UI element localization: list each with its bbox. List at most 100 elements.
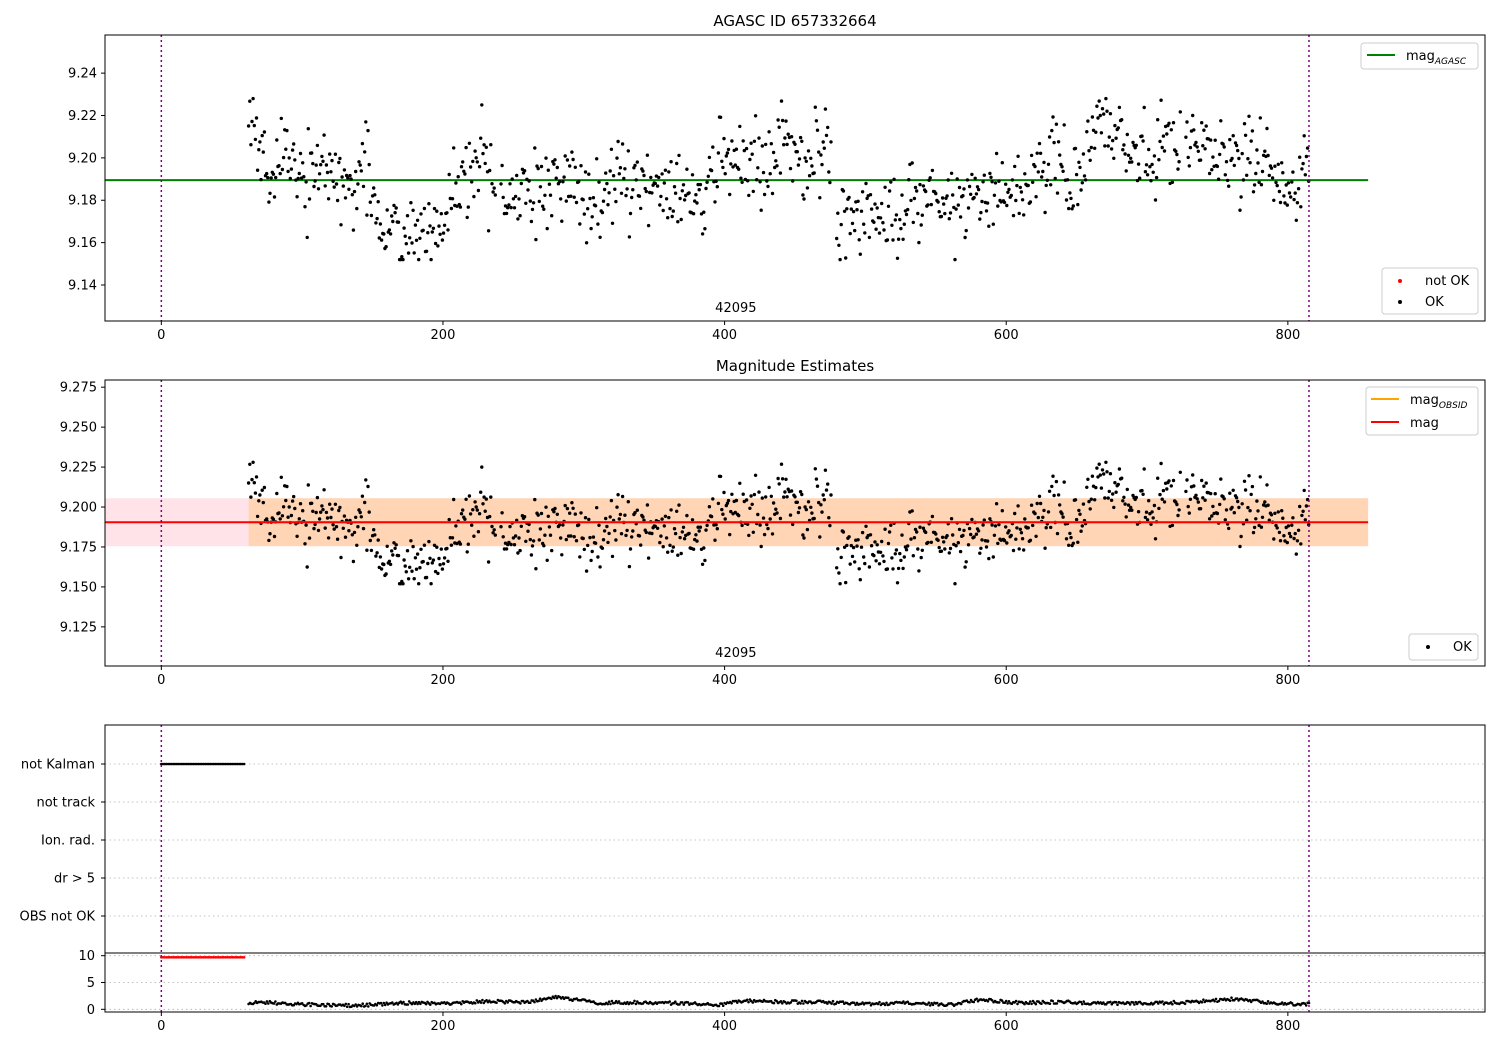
estimates-data-point xyxy=(722,490,726,495)
agasc-data-point xyxy=(1051,115,1055,119)
agasc-data-point xyxy=(716,151,721,155)
agasc-data-point xyxy=(507,203,511,207)
estimates-data-point xyxy=(698,525,703,529)
agasc-data-point xyxy=(694,193,698,197)
agasc-data-point xyxy=(597,180,601,184)
agasc-data-point xyxy=(335,198,340,203)
agasc-data-point xyxy=(267,200,271,204)
estimates-data-point xyxy=(500,511,504,515)
estimates-data-point xyxy=(350,533,354,537)
dr-data-point xyxy=(506,1001,510,1004)
agasc-data-point xyxy=(738,124,742,129)
agasc-data-point xyxy=(874,227,878,231)
agasc-data-point xyxy=(608,169,612,173)
agasc-data-point xyxy=(571,157,575,162)
agasc-data-point xyxy=(1231,134,1235,138)
agasc-data-point xyxy=(802,197,806,201)
estimates-data-point xyxy=(613,528,617,533)
estimates-data-point xyxy=(1037,494,1042,498)
estimates-data-point xyxy=(996,541,1000,546)
estimates-data-point xyxy=(1207,517,1212,521)
estimates-y-tick-label: 9.175 xyxy=(60,540,97,555)
agasc-data-point xyxy=(813,105,817,109)
estimates-data-point xyxy=(1242,479,1247,483)
agasc-data-point xyxy=(613,187,617,191)
estimates-data-point xyxy=(714,523,718,527)
agasc-data-point xyxy=(718,115,723,120)
agasc-data-point xyxy=(1178,110,1183,114)
estimates-data-point xyxy=(837,571,841,575)
estimates-data-point xyxy=(1123,502,1127,506)
agasc-data-point xyxy=(695,201,699,205)
estimates-data-point xyxy=(392,541,396,545)
agasc-observation-label: 42095 xyxy=(715,301,756,316)
agasc-data-point xyxy=(726,147,731,152)
estimates-data-point xyxy=(1299,542,1303,546)
agasc-data-point xyxy=(1042,160,1046,165)
estimates-data-point xyxy=(1167,479,1171,483)
agasc-data-point xyxy=(723,172,727,176)
dr-data-point xyxy=(789,1001,793,1004)
estimates-data-point xyxy=(822,498,826,502)
agasc-data-point xyxy=(1070,207,1074,211)
estimates-data-point xyxy=(431,558,436,562)
dr-data-point xyxy=(799,1002,802,1005)
agasc-data-point xyxy=(1135,178,1140,183)
estimates-data-point xyxy=(930,514,935,519)
agasc-data-point xyxy=(785,142,789,147)
estimates-data-point xyxy=(1103,496,1107,500)
agasc-data-point xyxy=(628,211,633,216)
estimates-data-point xyxy=(627,564,632,569)
estimates-data-point xyxy=(877,562,882,566)
agasc-data-point xyxy=(906,207,910,212)
estimates-data-point xyxy=(969,532,973,537)
estimates-data-point xyxy=(604,516,608,521)
agasc-data-point xyxy=(528,199,532,203)
estimates-data-point xyxy=(670,549,674,553)
estimates-data-point xyxy=(771,501,776,505)
agasc-data-point xyxy=(508,182,512,186)
agasc-data-point xyxy=(720,159,724,163)
estimates-data-point xyxy=(813,467,817,471)
agasc-data-point xyxy=(1275,183,1279,188)
agasc-data-point xyxy=(951,193,955,197)
agasc-data-point xyxy=(1106,144,1110,148)
estimates-data-point xyxy=(490,524,494,529)
agasc-data-point xyxy=(366,128,370,133)
agasc-data-point xyxy=(500,163,504,168)
estimates-data-point xyxy=(466,542,470,546)
agasc-data-point xyxy=(307,197,312,201)
estimates-data-point xyxy=(1265,483,1269,487)
estimates-data-point xyxy=(484,497,488,501)
agasc-data-point xyxy=(480,103,484,107)
agasc-data-point xyxy=(946,178,950,182)
dr-data-point xyxy=(479,1001,483,1004)
estimates-data-point xyxy=(293,506,297,511)
estimates-data-point xyxy=(919,555,923,560)
estimates-data-point xyxy=(255,514,260,519)
dr-data-point xyxy=(686,1001,690,1004)
agasc-data-point xyxy=(776,118,780,122)
agasc-data-point xyxy=(394,206,398,210)
agasc-data-point xyxy=(1020,198,1025,202)
dr-data-point xyxy=(668,1000,671,1003)
estimates-data-point xyxy=(261,500,265,505)
estimates-x-tick-label: 0 xyxy=(157,673,165,688)
estimates-data-point xyxy=(275,491,279,496)
agasc-data-point xyxy=(626,149,630,153)
estimates-data-point xyxy=(414,567,419,571)
estimates-data-point xyxy=(697,529,701,533)
estimates-data-point xyxy=(522,515,527,519)
dr-data-point xyxy=(406,1003,410,1006)
agasc-data-point xyxy=(1138,176,1142,180)
estimates-data-point xyxy=(330,507,334,511)
estimates-data-point xyxy=(1050,484,1054,489)
agasc-data-point xyxy=(769,142,773,146)
estimates-data-point xyxy=(661,545,665,549)
agasc-data-point xyxy=(768,172,772,176)
agasc-data-point xyxy=(783,136,787,140)
agasc-data-point xyxy=(721,165,725,170)
agasc-data-point xyxy=(563,154,567,158)
estimates-data-point xyxy=(819,503,823,507)
estimates-data-point xyxy=(979,546,983,550)
